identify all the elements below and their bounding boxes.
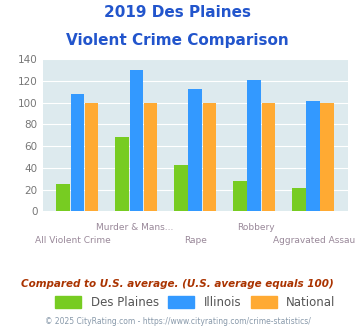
- Bar: [321, 103, 334, 211]
- Text: Violent Crime Comparison: Violent Crime Comparison: [66, 33, 289, 48]
- Bar: [292, 188, 306, 211]
- Text: Aggravated Assault: Aggravated Assault: [273, 236, 355, 245]
- Text: 2019 Des Plaines: 2019 Des Plaines: [104, 5, 251, 20]
- Text: © 2025 CityRating.com - https://www.cityrating.com/crime-statistics/: © 2025 CityRating.com - https://www.city…: [45, 317, 310, 326]
- Text: Compared to U.S. average. (U.S. average equals 100): Compared to U.S. average. (U.S. average …: [21, 279, 334, 289]
- Bar: [71, 94, 84, 211]
- Bar: [189, 89, 202, 211]
- Bar: [262, 103, 275, 211]
- Text: Murder & Mans...: Murder & Mans...: [95, 223, 173, 232]
- Bar: [247, 80, 261, 211]
- Bar: [56, 184, 70, 211]
- Bar: [85, 103, 98, 211]
- Bar: [203, 103, 216, 211]
- Bar: [144, 103, 157, 211]
- Bar: [174, 165, 188, 211]
- Text: All Violent Crime: All Violent Crime: [35, 236, 111, 245]
- Text: Rape: Rape: [184, 236, 207, 245]
- Bar: [130, 70, 143, 211]
- Bar: [233, 181, 247, 211]
- Bar: [306, 101, 320, 211]
- Bar: [115, 138, 129, 211]
- Text: Robbery: Robbery: [237, 223, 275, 232]
- Legend: Des Plaines, Illinois, National: Des Plaines, Illinois, National: [55, 296, 335, 309]
